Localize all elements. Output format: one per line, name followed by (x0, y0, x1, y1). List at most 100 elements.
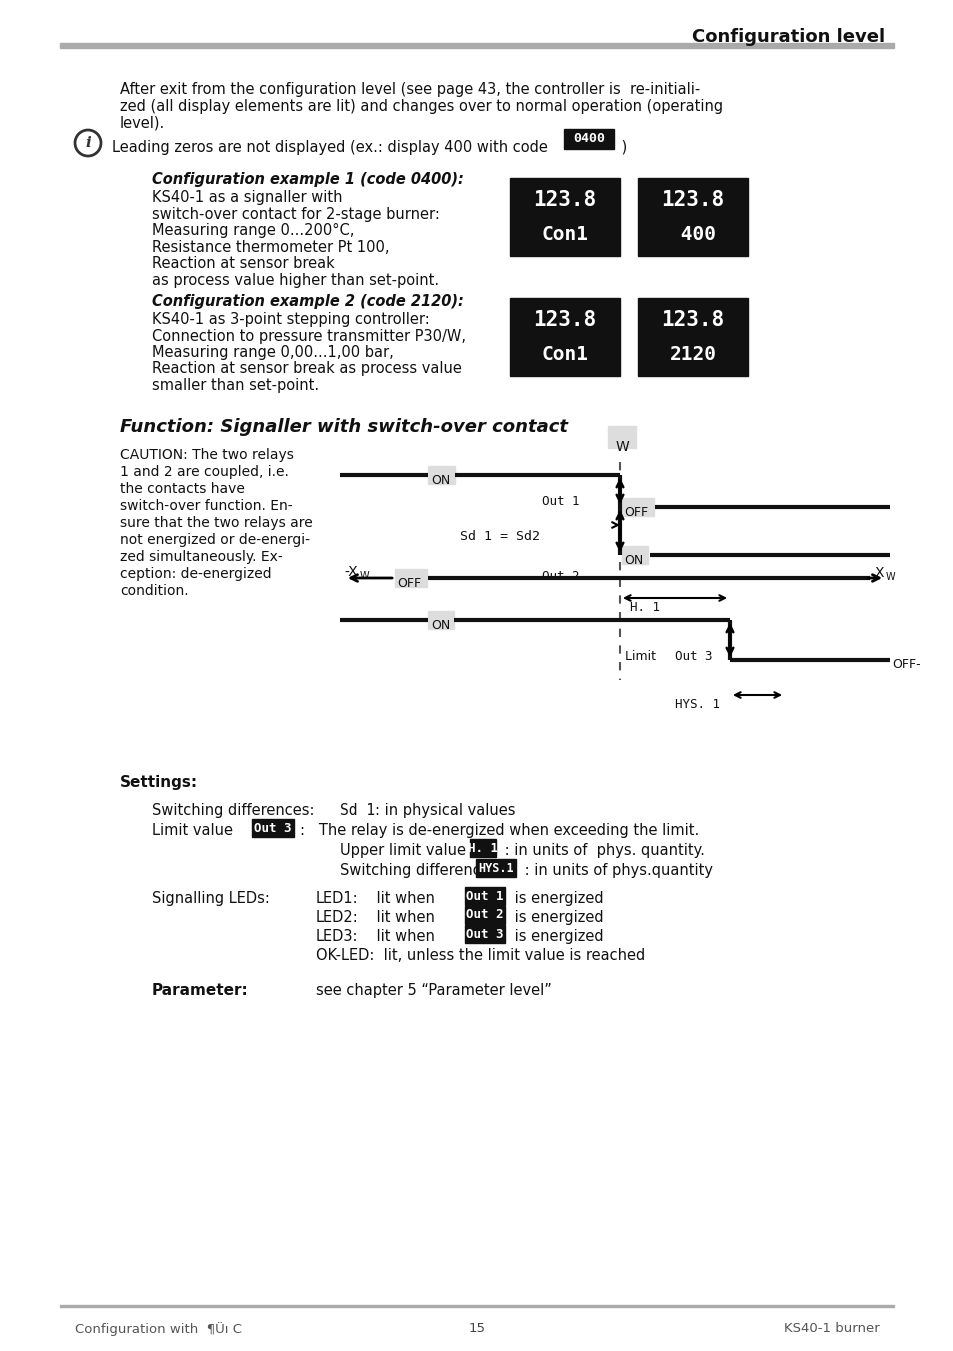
Text: Out 1: Out 1 (541, 494, 578, 508)
Text: condition.: condition. (120, 584, 189, 598)
Bar (476, 859, 516, 877)
Text: is energized: is energized (510, 892, 603, 907)
Bar (60, 1305, 893, 1306)
Bar (464, 888, 504, 905)
Bar (607, 426, 636, 449)
Text: ): ) (617, 141, 626, 155)
Text: : in physical values: : in physical values (375, 802, 515, 817)
Text: OFF: OFF (396, 577, 420, 590)
Text: Out 1: Out 1 (466, 889, 503, 902)
Text: lit when: lit when (357, 911, 439, 925)
Text: smaller than set-point.: smaller than set-point. (152, 378, 319, 393)
Text: Con1: Con1 (541, 346, 588, 365)
Text: as process value higher than set-point.: as process value higher than set-point. (152, 273, 438, 288)
Text: KS40-1 burner: KS40-1 burner (783, 1323, 879, 1335)
Bar (60, 43, 893, 49)
Text: Limit: Limit (624, 650, 663, 663)
Text: Configuration example 1 (code 0400):: Configuration example 1 (code 0400): (152, 172, 463, 186)
Text: ON: ON (623, 554, 642, 567)
Bar (510, 299, 619, 376)
Text: OFF-: OFF- (891, 658, 920, 671)
Text: zed (all display elements are lit) and changes over to normal operation (operati: zed (all display elements are lit) and c… (120, 99, 722, 113)
Text: 0400: 0400 (573, 132, 604, 146)
Text: CAUTION: The two relays: CAUTION: The two relays (120, 449, 294, 462)
Text: is energized: is energized (510, 911, 603, 925)
Text: is energized: is energized (510, 929, 603, 944)
Text: W: W (359, 571, 369, 581)
Text: HYS.1: HYS.1 (477, 862, 514, 874)
Text: i: i (85, 136, 91, 150)
Text: Switching differences:: Switching differences: (152, 802, 314, 817)
Text: KS40-1 as 3-point stepping controller:: KS40-1 as 3-point stepping controller: (152, 312, 429, 327)
Text: 1 and 2 are coupled, i.e.: 1 and 2 are coupled, i.e. (120, 465, 289, 480)
Text: Out 2: Out 2 (466, 908, 503, 921)
Text: Signalling LEDs:: Signalling LEDs: (152, 892, 270, 907)
Bar (638, 299, 747, 376)
Text: zed simultaneously. Ex-: zed simultaneously. Ex- (120, 550, 282, 563)
Text: Measuring range 0,00...1,00 bar,: Measuring range 0,00...1,00 bar, (152, 345, 394, 359)
Text: Configuration with  ¶Üı C: Configuration with ¶Üı C (75, 1323, 242, 1336)
Bar (638, 178, 747, 255)
Text: LED1:: LED1: (315, 892, 358, 907)
Text: X: X (874, 566, 883, 580)
Text: Resistance thermometer Pt 100,: Resistance thermometer Pt 100, (152, 239, 389, 254)
Bar (563, 128, 614, 149)
Text: LED2:: LED2: (315, 911, 358, 925)
Text: not energized or de-energi-: not energized or de-energi- (120, 534, 310, 547)
Text: Configuration level: Configuration level (691, 28, 884, 46)
Text: see chapter 5 “Parameter level”: see chapter 5 “Parameter level” (315, 984, 551, 998)
Bar (470, 839, 496, 857)
Bar (621, 546, 647, 563)
Text: lit when: lit when (357, 892, 439, 907)
Text: Sd 1 = Sd2: Sd 1 = Sd2 (459, 530, 539, 543)
Text: switch-over function. En-: switch-over function. En- (120, 499, 293, 513)
Text: Function: Signaller with switch-over contact: Function: Signaller with switch-over con… (120, 417, 567, 436)
Text: Sd 1: Sd 1 (339, 802, 375, 817)
Text: Leading zeros are not displayed (ex.: display 400 with code: Leading zeros are not displayed (ex.: di… (112, 141, 552, 155)
Text: Out 3: Out 3 (675, 650, 712, 663)
Text: Upper limit value: Upper limit value (339, 843, 470, 858)
Text: HYS. 1: HYS. 1 (675, 698, 720, 711)
Text: ON: ON (431, 619, 450, 632)
Text: Reaction at sensor break as process value: Reaction at sensor break as process valu… (152, 362, 461, 377)
Text: Reaction at sensor break: Reaction at sensor break (152, 255, 335, 272)
Text: OFF: OFF (623, 507, 647, 519)
Text: H. 1: H. 1 (629, 601, 659, 613)
Text: 15: 15 (468, 1323, 485, 1335)
Bar (510, 178, 619, 255)
Text: Out 2: Out 2 (541, 570, 578, 584)
Text: ception: de-energized: ception: de-energized (120, 567, 272, 581)
Bar (428, 611, 454, 630)
Text: W: W (616, 440, 629, 454)
Text: H. 1: H. 1 (468, 842, 497, 854)
Text: sure that the two relays are: sure that the two relays are (120, 516, 313, 530)
Text: OK-LED:  lit, unless the limit value is reached: OK-LED: lit, unless the limit value is r… (315, 948, 644, 963)
Text: the contacts have: the contacts have (120, 482, 245, 496)
Text: -X: -X (344, 565, 357, 580)
Text: 123.8: 123.8 (660, 190, 723, 209)
Bar (621, 499, 654, 516)
Text: 400: 400 (669, 226, 716, 245)
Text: Connection to pressure transmitter P30/W,: Connection to pressure transmitter P30/W… (152, 328, 465, 343)
Text: Limit value: Limit value (152, 823, 237, 838)
Text: switch-over contact for 2-stage burner:: switch-over contact for 2-stage burner: (152, 207, 439, 222)
Text: Out 3: Out 3 (254, 821, 292, 835)
Text: After exit from the configuration level (see page 43, the controller is  re-init: After exit from the configuration level … (120, 82, 700, 97)
Text: 123.8: 123.8 (533, 309, 596, 330)
Text: Parameter:: Parameter: (152, 984, 249, 998)
Bar (252, 819, 294, 838)
Text: LED3:: LED3: (315, 929, 358, 944)
Text: level).: level). (120, 116, 165, 131)
Text: Switching difference: Switching difference (339, 863, 494, 878)
Bar (464, 925, 504, 943)
Bar (464, 907, 504, 924)
Text: lit when: lit when (357, 929, 439, 944)
Text: W: W (885, 571, 895, 582)
Bar (428, 466, 455, 484)
Text: Settings:: Settings: (120, 775, 198, 790)
Text: KS40-1 as a signaller with: KS40-1 as a signaller with (152, 190, 342, 205)
Text: Con1: Con1 (541, 226, 588, 245)
Text: ON: ON (431, 474, 450, 486)
Text: : in units of  phys. quantity.: : in units of phys. quantity. (499, 843, 704, 858)
Text: : in units of phys.quantity: : in units of phys.quantity (519, 863, 712, 878)
